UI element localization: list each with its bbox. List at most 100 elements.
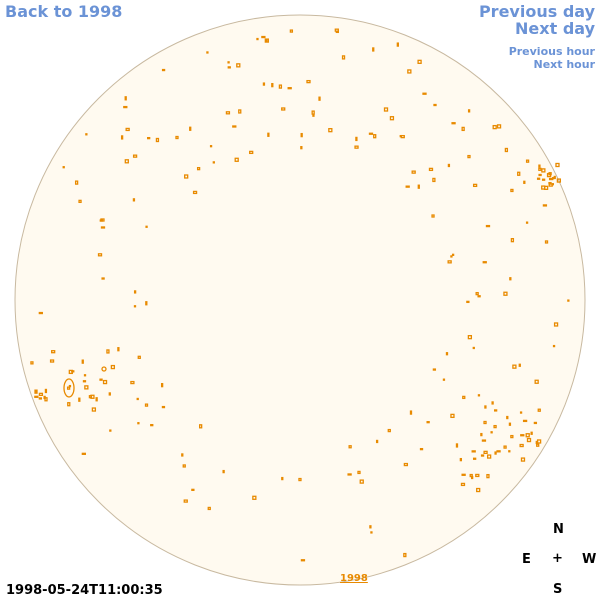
- feature-mark: [477, 394, 481, 397]
- feature-mark: [466, 300, 470, 304]
- feature-mark: [123, 105, 128, 109]
- feature-mark: [312, 114, 315, 117]
- feature-loop: [63, 378, 75, 398]
- feature-mark: [348, 445, 352, 449]
- feature-mark: [512, 364, 517, 369]
- feature-mark: [496, 450, 501, 453]
- feature-mark: [82, 380, 87, 383]
- feature-mark: [38, 392, 44, 397]
- feature-mark: [460, 482, 466, 487]
- feature-mark: [403, 462, 409, 467]
- feature-mark: [450, 255, 453, 258]
- back-to-year-link[interactable]: Back to 1998: [5, 2, 123, 21]
- compass-center: +: [552, 551, 563, 566]
- feature-mark: [447, 163, 451, 168]
- feature-mark: [370, 531, 373, 534]
- feature-mark: [411, 170, 416, 174]
- feature-mark: [552, 344, 556, 348]
- feature-mark: [510, 238, 515, 243]
- feature-mark: [472, 346, 475, 350]
- compass-west: W: [582, 552, 597, 567]
- feature-mark: [117, 347, 120, 352]
- feature-mark: [67, 402, 71, 407]
- feature-mark: [541, 185, 546, 190]
- feature-mark: [480, 454, 485, 457]
- feature-mark: [553, 322, 559, 327]
- next-day-link[interactable]: Next day: [515, 19, 595, 38]
- feature-mark: [311, 110, 315, 115]
- feature-mark: [132, 154, 138, 158]
- feature-mark: [359, 479, 364, 484]
- feature-mark: [387, 428, 391, 433]
- feature-mark: [125, 127, 130, 132]
- feature-mark: [461, 126, 465, 132]
- feature-mark: [155, 137, 160, 143]
- feature-mark: [525, 221, 529, 224]
- previous-hour-link[interactable]: Previous hour: [508, 45, 595, 58]
- feature-mark: [368, 132, 374, 135]
- feature-mark: [49, 359, 55, 363]
- feature-mark: [472, 457, 477, 460]
- previous-day-link[interactable]: Previous day: [478, 2, 595, 21]
- feature-mark: [271, 82, 274, 88]
- feature-mark: [199, 424, 203, 429]
- feature-mark: [482, 261, 487, 264]
- feature-mark: [520, 434, 525, 437]
- feature-mark: [503, 291, 508, 296]
- feature-mark: [85, 133, 88, 136]
- feature-mark: [508, 422, 512, 426]
- feature-mark: [78, 199, 82, 204]
- feature-mark: [510, 188, 514, 193]
- feature-mark: [232, 125, 237, 128]
- feature-mark: [196, 166, 201, 171]
- feature-mark: [355, 136, 358, 142]
- year-link[interactable]: 1998: [340, 573, 368, 584]
- feature-mark: [530, 431, 533, 435]
- feature-mark: [227, 61, 230, 64]
- feature-mark: [34, 389, 38, 394]
- feature-mark: [209, 145, 213, 148]
- feature-mark: [407, 69, 412, 74]
- feature-mark: [389, 116, 395, 121]
- feature-mark: [405, 185, 410, 188]
- feature-mark: [369, 525, 372, 529]
- feature-mark: [81, 359, 84, 364]
- compass-north: N: [553, 522, 564, 537]
- feature-mark: [523, 180, 526, 184]
- feature-mark: [106, 349, 110, 354]
- feature-mark: [490, 431, 493, 434]
- feature-mark: [191, 488, 195, 492]
- feature-mark: [347, 473, 352, 476]
- feature-mark: [548, 183, 553, 187]
- feature-mark: [486, 454, 492, 459]
- feature-mark: [544, 240, 549, 244]
- feature-mark: [538, 173, 542, 177]
- feature-mark: [546, 172, 552, 178]
- feature-mark: [536, 439, 542, 444]
- feature-mark: [472, 183, 478, 188]
- feature-mark: [124, 96, 127, 101]
- feature-mark: [66, 386, 71, 390]
- feature-mark: [492, 124, 497, 130]
- feature-mark: [357, 470, 361, 475]
- feature-mark: [477, 295, 481, 298]
- feature-mark: [542, 204, 548, 207]
- feature-mark: [522, 419, 528, 423]
- feature-mark: [192, 190, 198, 195]
- feature-mark: [526, 437, 532, 443]
- feature-mark: [252, 495, 257, 500]
- feature-mark: [207, 506, 211, 511]
- feature-mark: [183, 499, 188, 503]
- feature-mark: [300, 146, 303, 150]
- feature-mark: [417, 184, 420, 189]
- feature-mark: [144, 403, 149, 407]
- feature-mark: [249, 150, 254, 155]
- feature-mark: [132, 198, 136, 202]
- feature-mark: [130, 380, 135, 385]
- feature-mark: [450, 413, 455, 419]
- feature-mark: [455, 443, 459, 448]
- feature-mark: [536, 443, 540, 447]
- next-hour-link[interactable]: Next hour: [533, 58, 596, 71]
- feature-mark: [267, 132, 270, 137]
